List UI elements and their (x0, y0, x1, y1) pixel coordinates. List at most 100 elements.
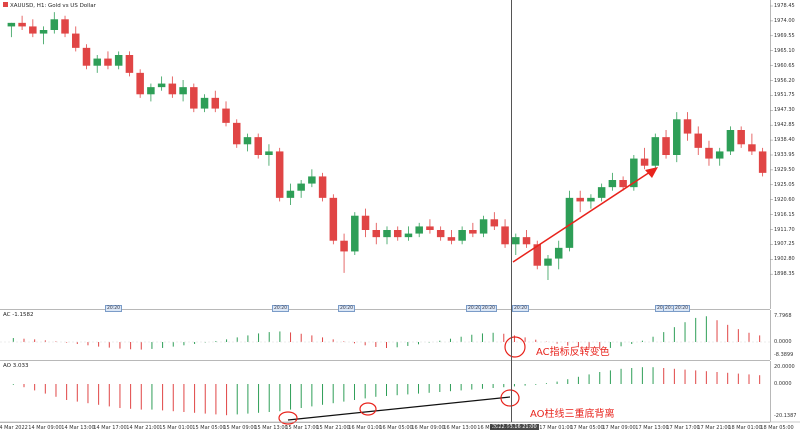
candle-body (597, 187, 606, 198)
price-tick-label: 1938.40 (774, 137, 795, 144)
time-tick-label: 17 Mar 01:00 (539, 425, 573, 431)
crosshair-line (511, 0, 512, 422)
candle-body (372, 230, 381, 238)
candle-body (29, 26, 37, 34)
candle-body (318, 176, 327, 198)
candle-body (168, 83, 177, 95)
ao-scale-label: 0.0000 (774, 381, 792, 387)
ao-title: AO 3.033 (3, 363, 29, 369)
ac-annotation: AC指标反转变色 (536, 347, 610, 358)
time-tick-label: 17 Mar 21:00 (697, 425, 731, 431)
event-marker: 20:20 (512, 305, 529, 312)
candle-body (82, 47, 91, 66)
time-tick-label: 18 Mar 05:00 (760, 425, 794, 431)
ac-scale-label: -8.3899 (774, 352, 794, 358)
candle-body (469, 230, 477, 234)
candle-body (651, 137, 660, 166)
price-tick-label: 1911.70 (774, 226, 795, 233)
ao-axis (770, 361, 800, 422)
candle-body (190, 87, 198, 109)
symbol-icon (3, 2, 8, 7)
price-tick-label: 1929.50 (774, 166, 795, 173)
time-tick-label: 16 Mar 09:00 (411, 425, 445, 431)
trend-arrow-line (512, 171, 651, 263)
ac-pane[interactable] (0, 310, 770, 361)
candle-body (512, 237, 520, 245)
event-marker: 20:20 (272, 305, 289, 312)
price-tick-label: 1951.75 (774, 92, 795, 99)
ao-low-circle-3 (500, 389, 520, 407)
time-tick-label: 17 Mar 05:00 (570, 425, 604, 431)
time-tick-label: 16 Mar 01:00 (348, 425, 382, 431)
price-tick-label: 1902.80 (774, 256, 795, 263)
chart-title: XAUUSD, H1: Gold vs US Dollar (3, 2, 96, 9)
ao-scale-label: -20.1387 (774, 413, 797, 419)
ac-scale-label: 0.0000 (774, 339, 792, 345)
candle-body (61, 19, 69, 34)
time-tick-label: 15 Mar 09:00 (223, 425, 257, 431)
price-tick-label: 1933.95 (774, 152, 795, 158)
time-tick-label: 17 Mar 09:00 (602, 425, 636, 431)
candle-body (265, 151, 273, 155)
candle-body (93, 58, 101, 66)
candle-body (114, 55, 123, 66)
time-tick-label: 15 Mar 13:00 (254, 425, 288, 431)
ao-low-circle-2 (359, 402, 377, 416)
event-marker: 20:20 (105, 305, 122, 312)
time-tick-label: 16 Mar 13:00 (443, 425, 477, 431)
candle-body (415, 226, 423, 234)
candle-body (329, 197, 338, 241)
time-tick-label: 14 Mar 21:00 (126, 425, 160, 431)
price-tick-label: 1974.00 (774, 17, 795, 24)
ao-annotation: AO柱线三重底背离 (530, 409, 615, 420)
ao-low-circle-1 (278, 411, 298, 425)
time-tick-label: 14 Mar 17:00 (93, 425, 127, 431)
candle-body (383, 230, 391, 238)
price-tick-label: 1942.85 (774, 122, 795, 129)
price-tick-label: 1920.60 (774, 196, 795, 203)
candle-body (544, 258, 552, 266)
candle-body (522, 237, 531, 245)
candle-body (7, 22, 16, 27)
candle-body (436, 230, 445, 238)
price-tick-label: 1907.25 (774, 241, 795, 248)
price-tick-label: 1978.45 (774, 3, 795, 9)
price-tick-label: 1898.35 (774, 271, 795, 278)
time-tick-label: 14 Mar 13:00 (61, 425, 95, 431)
price-pane[interactable] (0, 0, 770, 310)
crosshair-time-label: 2022.03.16 21:00 (490, 424, 539, 430)
candle-body (576, 197, 584, 202)
candle-body (715, 151, 724, 159)
price-tick-label: 1956.20 (774, 77, 795, 84)
candle-body (157, 83, 166, 88)
time-tick-label: 17 Mar 13:00 (635, 425, 669, 431)
candle-body (18, 22, 26, 27)
candle-body (458, 230, 466, 241)
trend-arrow-head (645, 167, 658, 178)
candle-body (211, 97, 220, 109)
ac-axis (770, 310, 800, 360)
candle-body (640, 158, 649, 166)
candle-body (275, 151, 284, 198)
candle-body (286, 190, 295, 198)
candle-body (619, 180, 627, 188)
candle-body (308, 176, 316, 184)
candle-body (200, 97, 209, 109)
candle-body (179, 87, 187, 95)
candle-body (426, 226, 434, 230)
candle-body (39, 30, 48, 34)
candle-body (565, 197, 574, 248)
time-tick-label: 15 Mar 21:00 (316, 425, 350, 431)
time-tick-label: 15 Mar 01:00 (159, 425, 193, 431)
candle-body (490, 219, 499, 227)
candle-body (630, 158, 638, 188)
candle-body (683, 119, 692, 134)
time-tick-label: 15 Mar 17:00 (285, 425, 319, 431)
candle-body (361, 215, 370, 230)
price-tick-label: 1965.10 (774, 47, 795, 54)
ao-pane[interactable] (0, 361, 770, 423)
candle-body (297, 183, 305, 191)
price-axis[interactable] (770, 0, 800, 309)
